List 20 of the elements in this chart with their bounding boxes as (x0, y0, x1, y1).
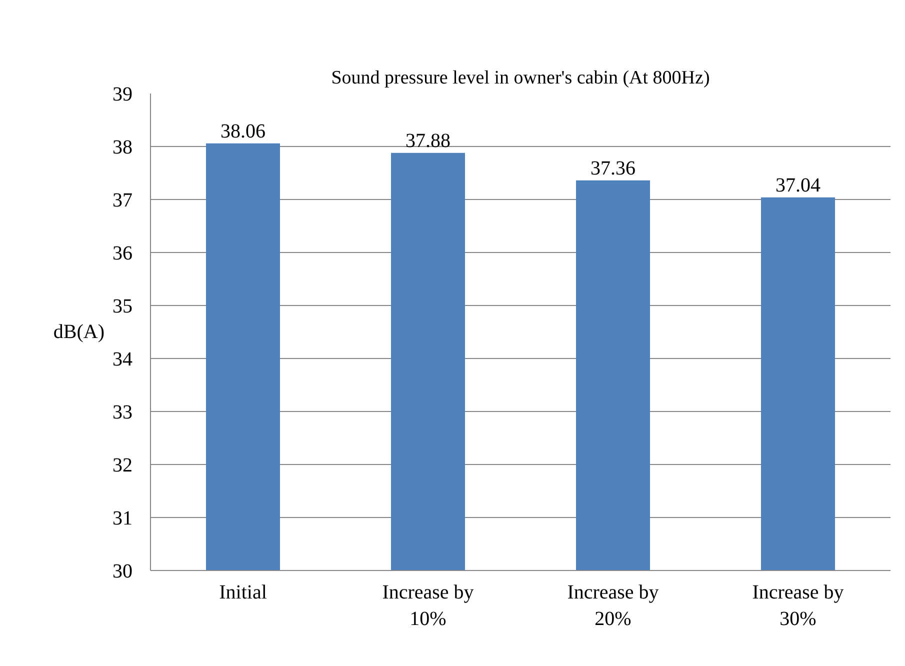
data-label: 38.06 (220, 120, 266, 142)
y-tick-label: 37 (112, 190, 132, 212)
data-label: 37.04 (776, 174, 820, 196)
y-tick-label: 36 (112, 242, 132, 264)
x-tick-label: Increase by 10% (382, 582, 474, 630)
y-tick-label: 34 (112, 348, 132, 370)
y-axis-title: dB(A) (53, 321, 105, 343)
y-tick-label: 35 (112, 296, 132, 318)
y-tick-label: 39 (112, 84, 132, 106)
x-tick-label: Initial (219, 582, 268, 604)
y-tick-label: 38 (112, 136, 132, 158)
data-label: 37.36 (590, 157, 636, 180)
x-tick-label: Increase by 30% (752, 582, 844, 630)
x-tick-label: Increase by 20% (567, 582, 659, 630)
y-tick-label: 31 (112, 508, 132, 530)
y-tick-label: 30 (112, 560, 132, 582)
y-tick-label: 33 (112, 402, 132, 424)
chart-title: Sound pressure level in owner's cabin (At 800Hz) (331, 68, 710, 88)
y-tick-label: 32 (112, 454, 132, 476)
data-label: 37.88 (406, 130, 450, 152)
